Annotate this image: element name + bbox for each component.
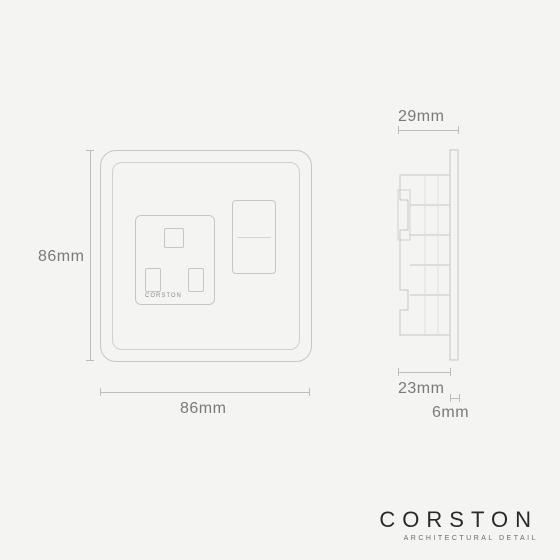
dim-line-front-height	[90, 150, 91, 360]
earth-pin	[164, 228, 184, 248]
dim-tick	[100, 388, 101, 396]
socket-brand-text: CORSTON	[145, 293, 182, 299]
dim-label-front-height: 86mm	[38, 248, 84, 266]
dim-label-side-plate: 6mm	[432, 404, 469, 422]
brand-logo-subtitle: ARCHITECTURAL DETAIL	[379, 535, 538, 542]
dim-line-side-top	[398, 130, 458, 131]
dim-tick	[459, 394, 460, 402]
dim-label-side-depth: 23mm	[398, 380, 444, 398]
brand-logo-text: CORSTON	[379, 507, 538, 533]
dim-line-side-depth	[398, 372, 450, 373]
drawing-canvas: CORSTON 86mm 86mm 29mm	[0, 0, 560, 560]
side-profile-svg	[380, 135, 470, 385]
dim-tick	[398, 368, 399, 376]
dim-tick	[458, 126, 459, 134]
switch-divider	[237, 237, 271, 238]
dim-line-front-width	[100, 392, 310, 393]
neutral-pin	[188, 268, 204, 292]
live-pin	[145, 268, 161, 292]
dim-label-front-width: 86mm	[180, 400, 226, 418]
dim-tick	[86, 360, 94, 361]
dim-tick	[309, 388, 310, 396]
dim-tick	[398, 126, 399, 134]
dim-tick	[450, 368, 451, 376]
dim-tick	[86, 150, 94, 151]
dim-label-side-top: 29mm	[398, 108, 444, 126]
rocker-switch	[232, 200, 276, 274]
brand-logo: CORSTON ARCHITECTURAL DETAIL	[379, 507, 538, 542]
dim-tick	[450, 394, 451, 402]
